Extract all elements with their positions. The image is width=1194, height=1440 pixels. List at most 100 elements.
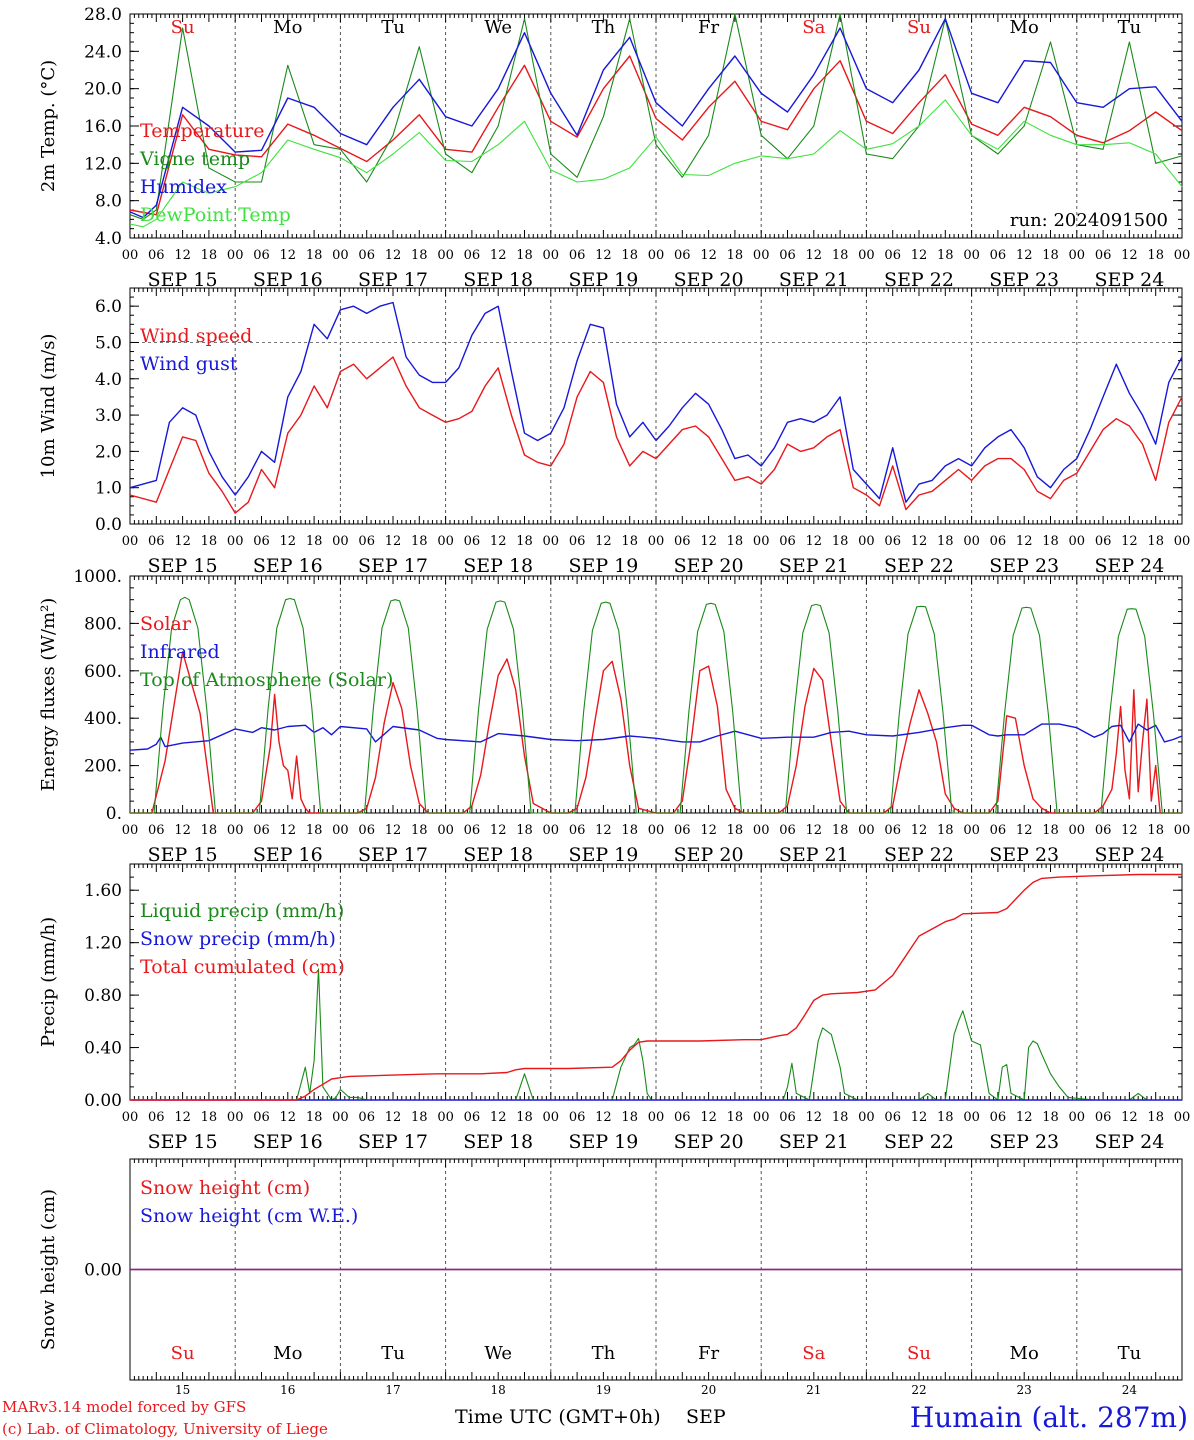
hour-tick-label: 18 bbox=[201, 534, 218, 549]
day-of-week-label: Mo bbox=[273, 17, 302, 38]
hour-tick-label: 12 bbox=[806, 534, 823, 549]
hour-tick-label: 12 bbox=[490, 823, 507, 838]
hour-tick-label: 00 bbox=[437, 823, 454, 838]
hour-tick-label: 12 bbox=[1016, 1110, 1033, 1125]
legend-entry: Vigne temp bbox=[139, 148, 250, 170]
day-date-label: SEP 21 bbox=[779, 555, 849, 577]
hour-tick-label: 00 bbox=[543, 1110, 560, 1125]
y-tick-label: 24.0 bbox=[84, 42, 122, 62]
hour-tick-label: 12 bbox=[911, 248, 928, 263]
hour-tick-label: 18 bbox=[201, 823, 218, 838]
hour-tick-label: 06 bbox=[358, 248, 375, 263]
hour-tick-label: 00 bbox=[437, 1110, 454, 1125]
series-line bbox=[129, 18, 1183, 219]
day-date-label: SEP 22 bbox=[884, 269, 954, 291]
hour-tick-label: 18 bbox=[411, 248, 428, 263]
hour-tick-label: 06 bbox=[990, 534, 1007, 549]
hour-tick-label: 00 bbox=[648, 248, 665, 263]
hour-tick-label: 06 bbox=[148, 823, 165, 838]
y-tick-label: 4.0 bbox=[95, 370, 122, 390]
series-line bbox=[129, 55, 1183, 216]
hour-tick-label: 12 bbox=[174, 534, 191, 549]
day-number-label: 21 bbox=[806, 1383, 821, 1397]
hour-tick-label: 06 bbox=[569, 534, 586, 549]
day-date-label: SEP 22 bbox=[884, 1131, 954, 1153]
y-axis-title: Energy fluxes (W/m²) bbox=[38, 598, 59, 792]
day-of-week-label: Th bbox=[592, 1343, 616, 1364]
series-line bbox=[129, 13, 1183, 220]
day-date-label: SEP 18 bbox=[463, 555, 533, 577]
legend-entry: DewPoint Temp bbox=[140, 204, 291, 226]
hour-tick-label: 18 bbox=[306, 1110, 323, 1125]
hour-tick-label: 00 bbox=[1069, 823, 1086, 838]
hour-tick-label: 00 bbox=[1174, 1110, 1191, 1125]
hour-tick-label: 06 bbox=[1095, 1110, 1112, 1125]
y-axis-title: Precip (mm/h) bbox=[38, 917, 59, 1047]
hour-tick-label: 06 bbox=[464, 1110, 481, 1125]
hour-tick-label: 12 bbox=[280, 1110, 297, 1125]
day-number-label: 15 bbox=[175, 1383, 190, 1397]
hour-tick-label: 06 bbox=[779, 1110, 796, 1125]
legend-entry: Humidex bbox=[140, 176, 227, 198]
hour-tick-label: 00 bbox=[332, 823, 349, 838]
day-date-label: SEP 20 bbox=[674, 1131, 744, 1153]
hour-tick-label: 00 bbox=[122, 823, 139, 838]
hour-tick-label: 12 bbox=[174, 248, 191, 263]
hour-tick-label: 06 bbox=[884, 534, 901, 549]
hour-tick-label: 06 bbox=[253, 248, 270, 263]
hour-tick-label: 18 bbox=[516, 534, 533, 549]
hour-tick-label: 18 bbox=[1147, 248, 1164, 263]
hour-tick-label: 18 bbox=[832, 534, 849, 549]
hour-tick-label: 00 bbox=[227, 534, 244, 549]
series-line bbox=[129, 723, 1183, 751]
legend-entry: Wind speed bbox=[140, 325, 252, 347]
hour-tick-label: 18 bbox=[832, 248, 849, 263]
hour-tick-label: 18 bbox=[937, 248, 954, 263]
credit-line-1: MARv3.14 model forced by GFS bbox=[2, 1398, 246, 1416]
hour-tick-label: 00 bbox=[1174, 534, 1191, 549]
hour-tick-label: 12 bbox=[280, 534, 297, 549]
day-date-label: SEP 15 bbox=[148, 844, 218, 866]
station-label: Humain (alt. 287m) bbox=[910, 1401, 1188, 1434]
hour-tick-label: 18 bbox=[411, 534, 428, 549]
day-date-label: SEP 19 bbox=[568, 269, 638, 291]
legend-entry: Total cumulated (cm) bbox=[140, 956, 345, 978]
y-axis-title: Snow height (cm) bbox=[38, 1189, 59, 1350]
y-tick-label: 5.0 bbox=[95, 333, 122, 353]
hour-tick-label: 12 bbox=[490, 534, 507, 549]
hour-tick-label: 18 bbox=[937, 823, 954, 838]
day-date-label: SEP 20 bbox=[674, 844, 744, 866]
day-date-label: SEP 23 bbox=[989, 844, 1059, 866]
hour-tick-label: 00 bbox=[543, 823, 560, 838]
hour-tick-label: 06 bbox=[148, 248, 165, 263]
day-date-label: SEP 23 bbox=[989, 269, 1059, 291]
hour-tick-label: 00 bbox=[753, 823, 770, 838]
hour-tick-label: 06 bbox=[674, 1110, 691, 1125]
panel-1: 0.0 1.0 2.0 3.0 4.0 5.0 6.0 10m Wind (m/s) 00 06 1… bbox=[38, 287, 1191, 577]
hour-tick-label: 06 bbox=[464, 823, 481, 838]
y-tick-label: 8.0 bbox=[95, 192, 122, 212]
legend-entry: Temperature bbox=[140, 120, 264, 142]
day-date-label: SEP 17 bbox=[358, 844, 428, 866]
hour-tick-label: 18 bbox=[1042, 248, 1059, 263]
day-of-week-label: Su bbox=[171, 1343, 195, 1364]
hour-tick-label: 18 bbox=[621, 1110, 638, 1125]
y-tick-label: 1.20 bbox=[84, 934, 122, 954]
day-of-week-label: Tu bbox=[1118, 17, 1142, 38]
hour-tick-label: 00 bbox=[963, 823, 980, 838]
day-date-label: SEP 23 bbox=[989, 555, 1059, 577]
hour-tick-label: 06 bbox=[674, 823, 691, 838]
hour-tick-label: 00 bbox=[227, 248, 244, 263]
day-of-week-label: We bbox=[484, 1343, 512, 1364]
hour-tick-label: 06 bbox=[1095, 248, 1112, 263]
day-date-label: SEP 24 bbox=[1094, 555, 1164, 577]
hour-tick-label: 06 bbox=[253, 823, 270, 838]
hour-tick-label: 12 bbox=[595, 823, 612, 838]
y-tick-label: 0.00 bbox=[84, 1091, 122, 1111]
hour-tick-label: 12 bbox=[911, 534, 928, 549]
hour-tick-label: 18 bbox=[306, 248, 323, 263]
hour-tick-label: 06 bbox=[990, 1110, 1007, 1125]
hour-tick-label: 18 bbox=[1147, 1110, 1164, 1125]
day-date-label: SEP 19 bbox=[568, 1131, 638, 1153]
